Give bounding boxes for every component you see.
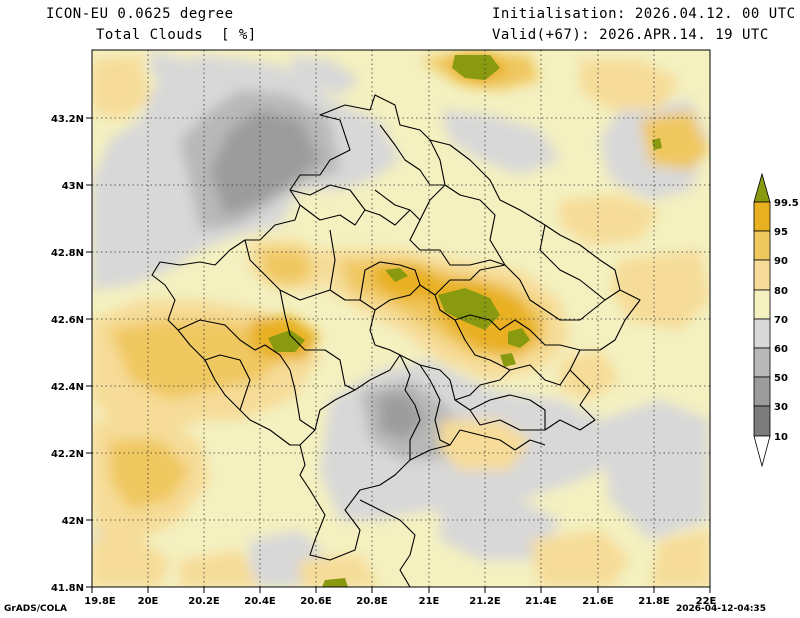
lon-tick: 21.8E	[638, 596, 670, 607]
colorbar-label: 50	[774, 373, 788, 384]
lat-tick: 42.2N	[51, 449, 84, 460]
colorbar-label: 99.5	[774, 198, 799, 209]
colorbar-bottom-arrow	[753, 435, 771, 468]
colorbar-label: 80	[774, 286, 788, 297]
lon-tick: 19.8E	[84, 596, 116, 607]
colorbar-swatch	[753, 230, 771, 261]
init-time: Initialisation: 2026.04.12. 00 UTC	[492, 6, 796, 22]
colorbar-swatch	[753, 289, 771, 320]
colorbar-label: 90	[774, 256, 788, 267]
lat-tick: 42.6N	[51, 315, 84, 326]
lon-tick: 20.4E	[244, 596, 276, 607]
lon-tick: 21E	[419, 596, 440, 607]
colorbar-label: 10	[774, 432, 788, 443]
lon-tick: 20E	[138, 596, 159, 607]
colorbar-label: 60	[774, 344, 788, 355]
lat-tick: 43N	[62, 181, 84, 192]
lat-tick: 42.8N	[51, 248, 84, 259]
colorbar-swatch	[753, 405, 771, 437]
lat-tick: 42N	[62, 516, 84, 527]
colorbar-swatch	[753, 201, 771, 232]
model-title: ICON-EU 0.0625 degree	[46, 6, 234, 22]
colorbar-swatch	[753, 259, 771, 291]
lat-tick: 43.2N	[51, 114, 84, 125]
lat-tick: 41.8N	[51, 583, 84, 594]
colorbar-label: 30	[774, 402, 788, 413]
footer-credit: GrADS/COLA	[4, 604, 67, 614]
colorbar-top-arrow	[753, 172, 771, 203]
valid-time: Valid(+67): 2026.APR.14. 19 UTC	[492, 27, 769, 43]
lon-tick: 20.6E	[300, 596, 332, 607]
lon-tick: 21.4E	[525, 596, 557, 607]
lon-tick: 21.2E	[469, 596, 501, 607]
lon-tick: 20.2E	[188, 596, 220, 607]
lon-tick: 20.8E	[356, 596, 388, 607]
variable-title: Total Clouds [ %]	[96, 27, 257, 43]
colorbar-label: 95	[774, 227, 788, 238]
lon-tick: 22E	[696, 596, 717, 607]
footer-timestamp: 2026-04-12-04:35	[676, 604, 766, 614]
colorbar	[753, 172, 771, 468]
colorbar-swatch	[753, 376, 771, 407]
lat-tick: 42.4N	[51, 382, 84, 393]
cloud-field	[92, 50, 710, 587]
colorbar-swatch	[753, 318, 771, 349]
colorbar-swatch	[753, 347, 771, 378]
colorbar-label: 70	[774, 315, 788, 326]
lon-tick: 21.6E	[582, 596, 614, 607]
